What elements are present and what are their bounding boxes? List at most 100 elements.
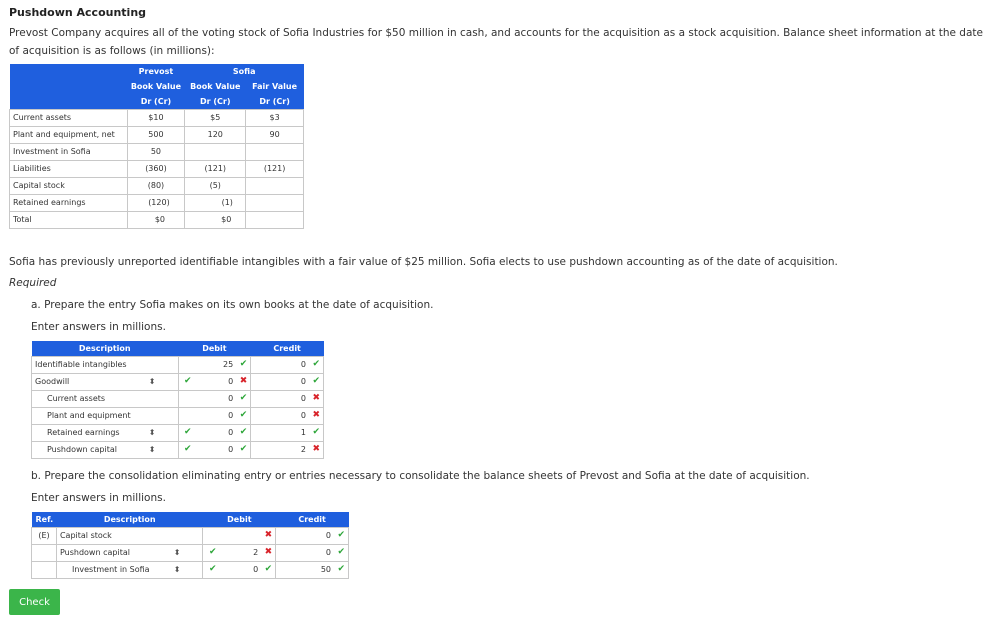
sofia-book-value (184, 142, 247, 161)
check-button[interactable]: Check (9, 589, 60, 615)
ref-field[interactable] (31, 560, 57, 579)
credit-header: Credit (250, 341, 324, 356)
description-select[interactable]: Pushdown capital ⬍ ✔ (31, 440, 192, 459)
description-field[interactable]: Identifiable intangibles (31, 355, 179, 374)
entry-row: (E) Capital stock ✖ 0 ✔ (31, 526, 349, 545)
col1-header-line2: Dr (Cr) (127, 94, 185, 109)
sofia-book-value: $5 (184, 108, 247, 127)
credit-input[interactable]: 0 ✖ (250, 406, 324, 425)
credit-input[interactable]: 0 ✖ (250, 389, 324, 408)
debit-input[interactable]: 0 ✔ (202, 560, 277, 579)
x-mark-icon: ✖ (312, 392, 320, 403)
credit-input[interactable]: 50 ✔ (275, 560, 349, 579)
x-mark-icon: ✖ (264, 546, 273, 557)
credit-value: 0 (300, 377, 306, 386)
part-b-instruction: b. Prepare the consolidation eliminating… (31, 470, 810, 482)
sofia-fair-value: $3 (245, 108, 304, 127)
sofia-fair-value: (121) (245, 159, 304, 178)
credit-value: 0 (325, 531, 331, 540)
updown-arrows-icon: ⬍ (148, 444, 156, 454)
checkmark-icon: ✔ (337, 529, 345, 540)
debit-value: 0 (228, 377, 234, 386)
debit-input[interactable]: 0 ✔ (177, 389, 252, 408)
credit-value: 0 (300, 360, 306, 369)
checkmark-icon: ✔ (312, 375, 320, 386)
sofia-book-value: (121) (184, 159, 247, 178)
checkmark-icon: ✔ (239, 409, 248, 420)
part-b-note: Enter answers in millions. (31, 492, 166, 504)
description-select[interactable]: Retained earnings ⬍ ✔ (31, 423, 192, 442)
x-mark-icon: ✖ (239, 375, 248, 386)
col2-header-line2: Dr (Cr) (184, 94, 246, 109)
sofia-fair-value (245, 210, 304, 229)
credit-input[interactable]: 0 ✔ (250, 355, 324, 374)
checkmark-icon: ✔ (312, 426, 320, 437)
entry-row: Current assets 0 ✔ 0 ✖ (31, 389, 324, 408)
debit-input[interactable]: 0 ✔ (177, 440, 252, 459)
debit-value: 0 (228, 428, 234, 437)
ref-field[interactable]: (E) (31, 526, 57, 545)
prevost-header: Prevost (127, 64, 185, 79)
debit-input[interactable]: 0 ✔ (177, 423, 252, 442)
description-select[interactable]: Investment in Sofia ⬍ ✔ (55, 560, 216, 579)
prevost-value: 50 (126, 142, 186, 161)
sofia-fair-value (245, 193, 304, 212)
debit-header: Debit (178, 341, 251, 356)
description-text: Pushdown capital (47, 445, 117, 454)
description-text: Goodwill (35, 377, 70, 386)
prevost-value: 500 (126, 125, 186, 144)
checkmark-icon: ✔ (239, 443, 248, 454)
sofia-book-value: $0 (184, 210, 247, 229)
debit-input[interactable]: ✖ (202, 526, 277, 545)
balance-sheet-table: Prevost Sofia Book Value Book Value Fair… (9, 64, 304, 229)
debit-input[interactable]: 0 ✖ (177, 372, 252, 391)
entry-row: Plant and equipment 0 ✔ 0 ✖ (31, 406, 324, 425)
credit-input[interactable]: 0 ✔ (250, 372, 324, 391)
blank-header (9, 64, 128, 79)
description-field[interactable]: Current assets (31, 389, 179, 408)
description-field[interactable]: Plant and equipment (31, 406, 179, 425)
entry-row: Pushdown capital ⬍ ✔ 0 ✔ 2 ✖ (31, 440, 324, 459)
description-header: Description (56, 512, 203, 527)
checkmark-icon: ✔ (239, 358, 248, 369)
checkmark-icon: ✔ (264, 563, 273, 574)
entry-a-table: Description Debit Credit Identifiable in… (31, 341, 324, 459)
part-a-instruction: a. Prepare the entry Sofia makes on its … (31, 299, 434, 311)
updown-arrows-icon: ⬍ (148, 376, 156, 386)
debit-input[interactable]: 25 ✔ (177, 355, 252, 374)
description-text: Pushdown capital (59, 548, 130, 557)
prevost-value: (120) (126, 193, 186, 212)
description-field[interactable]: Capital stock (55, 526, 204, 545)
entry-row: Pushdown capital ⬍ ✔ 2 ✖ 0 ✔ (31, 543, 349, 562)
checkmark-icon: ✔ (337, 563, 345, 574)
debit-value: 0 (253, 565, 259, 574)
checkmark-icon: ✔ (312, 358, 320, 369)
debit-input[interactable]: 0 ✔ (177, 406, 252, 425)
description-select[interactable]: Goodwill ⬍ ✔ (31, 372, 192, 391)
prevost-value: (80) (126, 176, 186, 195)
credit-value: 0 (300, 411, 306, 420)
checkmark-icon: ✔ (239, 426, 248, 437)
pushdown-note: Sofia has previously unreported identifi… (9, 256, 838, 268)
credit-value: 2 (300, 445, 306, 454)
entry-row: Investment in Sofia ⬍ ✔ 0 ✔ 50 ✔ (31, 560, 349, 579)
credit-input[interactable]: 1 ✔ (250, 423, 324, 442)
entry-row: Retained earnings ⬍ ✔ 0 ✔ 1 ✔ (31, 423, 324, 442)
col2-header-line1: Book Value (184, 79, 246, 94)
description-text: Current assets (47, 394, 106, 403)
credit-input[interactable]: 2 ✖ (250, 440, 324, 459)
description-text: Retained earnings (47, 428, 120, 437)
credit-input[interactable]: 0 ✔ (275, 543, 349, 562)
credit-input[interactable]: 0 ✔ (275, 526, 349, 545)
description-select[interactable]: Pushdown capital ⬍ ✔ (55, 543, 216, 562)
debit-value: 0 (228, 445, 234, 454)
row-label: Investment in Sofia (9, 142, 128, 161)
part-a-note: Enter answers in millions. (31, 321, 166, 333)
credit-value: 0 (325, 548, 331, 557)
x-mark-icon: ✖ (312, 443, 320, 454)
description-text: Plant and equipment (47, 411, 131, 420)
ref-field[interactable] (31, 543, 57, 562)
updown-arrows-icon: ⬍ (173, 564, 181, 574)
debit-input[interactable]: 2 ✖ (202, 543, 277, 562)
sofia-book-value: (1) (184, 193, 247, 212)
